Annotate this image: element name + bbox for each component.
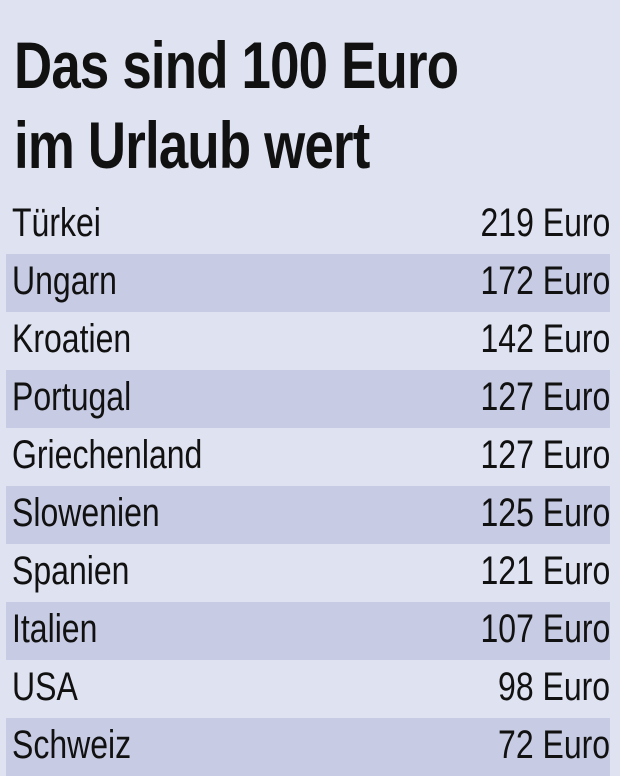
country-cell: Italien [12, 607, 98, 651]
country-cell: Portugal [12, 375, 132, 419]
table-row: Kroatien 142 Euro [6, 312, 610, 370]
country-cell: Türkei [12, 201, 101, 245]
table-row: Griechenland 127 Euro [6, 428, 610, 486]
table-row: Ungarn 172 Euro [6, 254, 610, 312]
table-row: Schweiz 72 Euro [6, 718, 610, 776]
country-cell: Griechenland [12, 433, 203, 477]
country-cell: Slowenien [12, 491, 160, 535]
table-row: Slowenien 125 Euro [6, 486, 610, 544]
value-cell: 219 Euro [480, 201, 610, 245]
title-line: im Urlaub wert [14, 108, 370, 182]
title-line: Das sind 100 Euro [14, 28, 459, 102]
value-cell: 127 Euro [480, 375, 610, 419]
table: Türkei 219 Euro Ungarn 172 Euro Kroatien 142 … [0, 196, 620, 776]
table-row: Türkei 219 Euro [6, 196, 610, 254]
value-cell: 107 Euro [480, 607, 610, 651]
value-cell: 127 Euro [480, 433, 610, 477]
value-cell: 142 Euro [480, 317, 610, 361]
value-cell: 121 Euro [480, 549, 610, 593]
country-cell: Kroatien [12, 317, 132, 361]
value-cell: 98 Euro [497, 665, 610, 709]
value-cell: 172 Euro [480, 259, 610, 303]
table-row: Spanien 121 Euro [6, 544, 610, 602]
country-cell: Ungarn [12, 259, 117, 303]
value-cell: 125 Euro [480, 491, 610, 535]
table-row: Italien 107 Euro [6, 602, 610, 660]
country-cell: Schweiz [12, 723, 132, 767]
table-row: Portugal 127 Euro [6, 370, 610, 428]
value-cell: 72 Euro [497, 723, 610, 767]
country-cell: USA [12, 665, 78, 709]
table-row: USA 98 Euro [6, 660, 610, 718]
country-cell: Spanien [12, 549, 130, 593]
